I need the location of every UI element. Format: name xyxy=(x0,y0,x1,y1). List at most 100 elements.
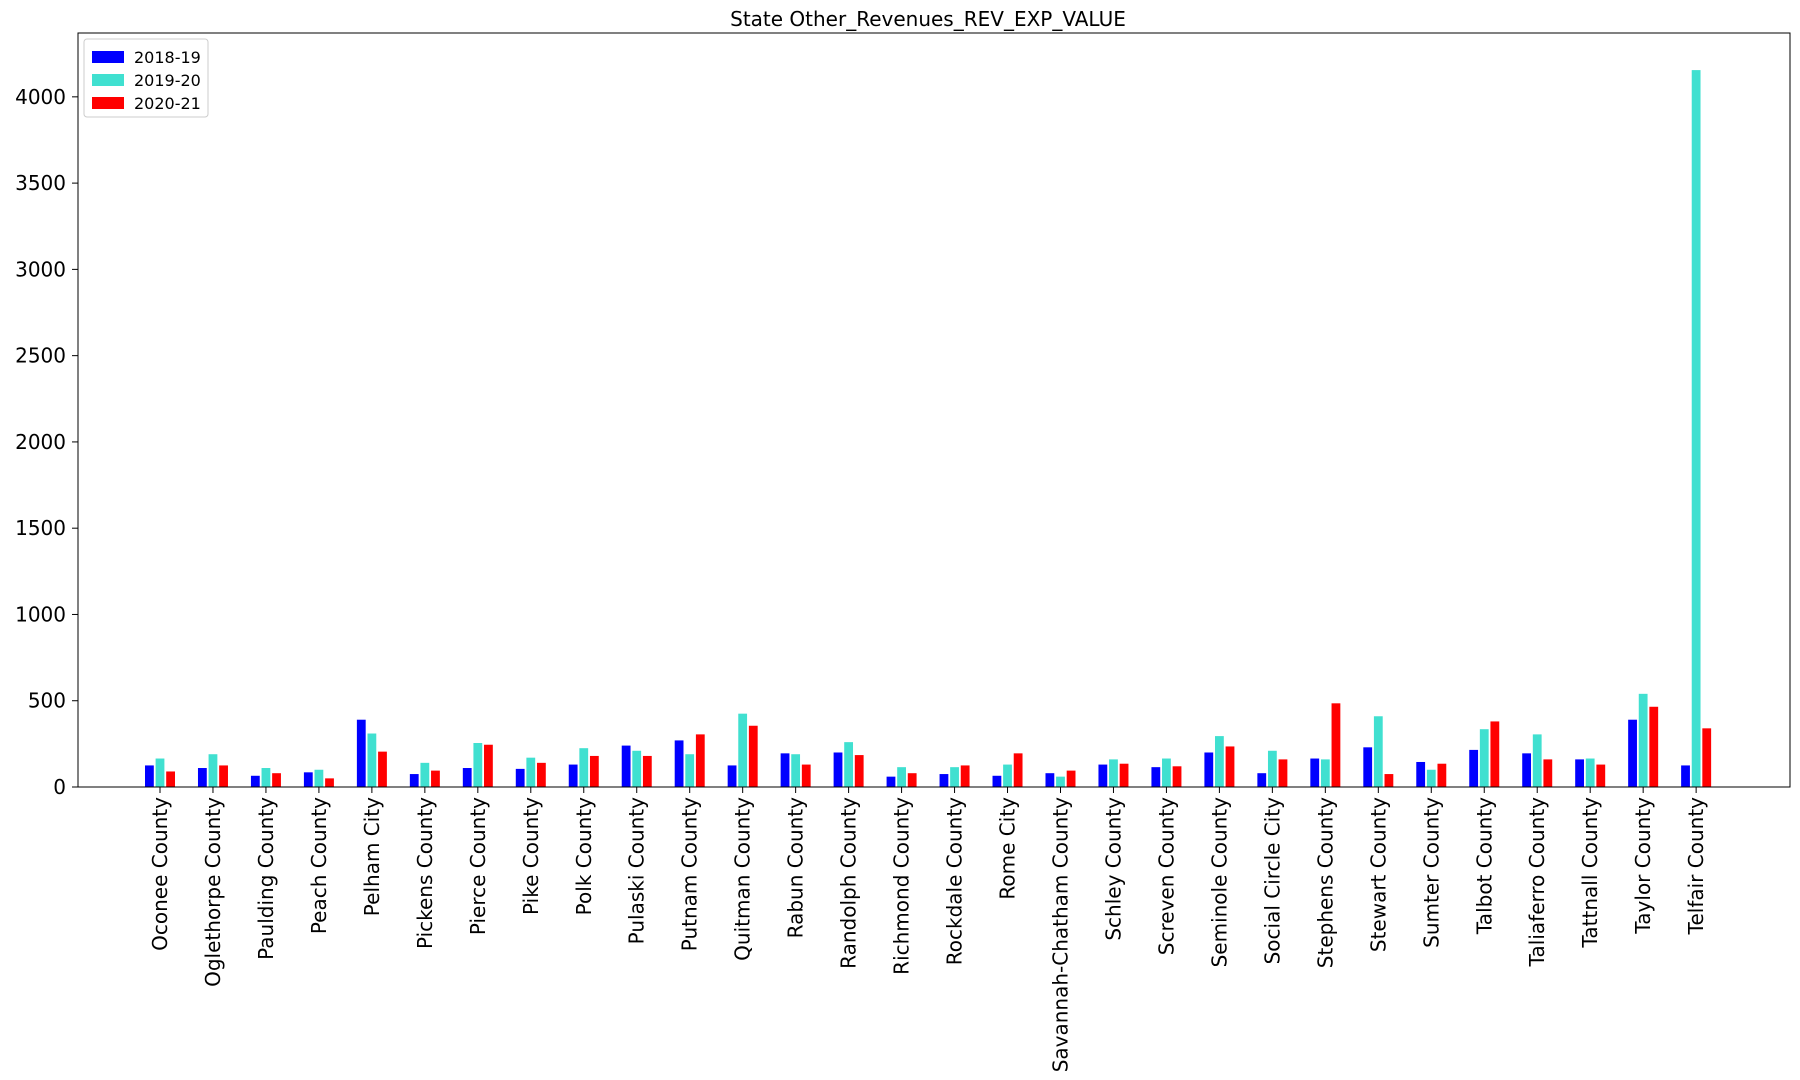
y-tick-label: 500 xyxy=(28,689,66,713)
bar-2020-21-stewart-county xyxy=(1384,774,1394,787)
bar-2020-21-putnam-county xyxy=(695,734,705,787)
bar-2018-19-sumter-county xyxy=(1416,761,1426,787)
bar-2019-20-sumter-county xyxy=(1426,769,1436,787)
x-tick-label: Rockdale County xyxy=(943,797,967,965)
bar-2019-20-pike-county xyxy=(526,757,536,787)
x-tick-label: Savannah-Chatham County xyxy=(1048,797,1072,1072)
x-tick-label: Randolph County xyxy=(837,797,861,969)
y-tick-label: 1500 xyxy=(15,516,66,540)
legend-swatch xyxy=(92,51,124,63)
bar-2018-19-pike-county xyxy=(515,768,525,787)
bar-2020-21-quitman-county xyxy=(748,725,758,787)
x-tick-label: Screven County xyxy=(1154,797,1178,955)
bar-2020-21-pierce-county xyxy=(484,744,493,787)
bar-2018-19-quitman-county xyxy=(727,765,737,787)
x-tick-label: Stewart County xyxy=(1366,797,1390,952)
bar-2020-21-polk-county xyxy=(589,755,599,787)
bar-2020-21-social-circle-city xyxy=(1278,759,1288,787)
y-tick-label: 0 xyxy=(53,775,66,799)
bar-2019-20-rockdale-county xyxy=(950,767,959,787)
bar-2020-21-peach-county xyxy=(325,778,334,787)
bar-2020-21-oconee-county xyxy=(166,771,175,787)
bar-2018-19-paulding-county xyxy=(250,775,260,787)
bar-2018-19-talbot-county xyxy=(1469,749,1479,787)
bar-2020-21-paulding-county xyxy=(272,773,281,787)
bar-2018-19-taliaferro-county xyxy=(1522,753,1532,787)
bar-2020-21-pulaski-county xyxy=(642,755,652,787)
bar-2018-19-oglethorpe-county xyxy=(197,768,207,787)
bar-2018-19-oconee-county xyxy=(145,765,154,787)
x-tick-label: Sumter County xyxy=(1419,797,1443,948)
bar-2020-21-richmond-county xyxy=(907,773,917,787)
x-tick-label: Tattnall County xyxy=(1578,797,1602,949)
bar-2018-19-tattnall-county xyxy=(1575,759,1584,787)
x-tick-label: Quitman County xyxy=(731,797,755,961)
bar-2018-19-screven-county xyxy=(1151,767,1161,787)
bar-2020-21-rabun-county xyxy=(801,764,811,787)
legend-label: 2020-21 xyxy=(134,94,201,113)
bar-2018-19-savannah-chatham-county xyxy=(1045,773,1055,787)
x-tick-label: Seminole County xyxy=(1207,797,1231,968)
bar-2020-21-seminole-county xyxy=(1225,746,1235,787)
bar-2018-19-pulaski-county xyxy=(621,745,631,787)
bar-2019-20-stephens-county xyxy=(1320,759,1330,787)
x-tick-label: Putnam County xyxy=(678,797,702,951)
bar-2019-20-social-circle-city xyxy=(1267,750,1277,787)
bar-2018-19-telfair-county xyxy=(1681,765,1690,787)
bar-2019-20-pulaski-county xyxy=(632,750,642,787)
x-axis: Oconee County Oglethorpe County Paulding C… xyxy=(148,787,1708,1072)
x-tick-label: Talbot County xyxy=(1472,797,1496,935)
x-tick-label: Rabun County xyxy=(784,797,808,939)
bar-2019-20-oglethorpe-county xyxy=(208,754,218,787)
bar-2020-21-savannah-chatham-county xyxy=(1066,770,1076,787)
bar-2018-19-pelham-city xyxy=(356,719,366,787)
bar-2019-20-taylor-county xyxy=(1638,693,1648,787)
x-tick-label: Richmond County xyxy=(890,797,914,975)
bar-2019-20-talbot-county xyxy=(1479,729,1489,787)
x-tick-label: Pierce County xyxy=(466,797,490,935)
x-tick-label: Paulding County xyxy=(254,797,278,960)
x-tick-label: Schley County xyxy=(1101,797,1125,941)
bar-2019-20-putnam-county xyxy=(685,754,695,787)
bar-2020-21-randolph-county xyxy=(854,755,864,787)
bar-2018-19-rome-city xyxy=(992,775,1002,787)
bar-2019-20-seminole-county xyxy=(1215,736,1224,787)
x-tick-label: Rome City xyxy=(996,797,1020,900)
y-tick-label: 2500 xyxy=(15,344,66,368)
x-tick-label: Pickens County xyxy=(413,797,437,949)
bar-2020-21-pickens-county xyxy=(431,770,440,787)
x-tick-label: Social Circle City xyxy=(1260,797,1284,965)
x-tick-label: Pelham City xyxy=(360,797,384,916)
x-tick-label: Oconee County xyxy=(148,797,172,951)
bar-2020-21-pelham-city xyxy=(378,751,387,787)
bar-2018-19-stephens-county xyxy=(1310,758,1320,787)
bar-2020-21-oglethorpe-county xyxy=(219,765,228,787)
x-tick-label: Pike County xyxy=(519,797,543,915)
legend: 2018-19 2019-20 2020-21 xyxy=(83,38,209,118)
bar-2019-20-richmond-county xyxy=(897,767,906,787)
bar-2020-21-rome-city xyxy=(1013,753,1023,787)
bar-2019-20-rabun-county xyxy=(791,754,801,787)
bar-2020-21-taylor-county xyxy=(1649,706,1659,787)
bar-2018-19-richmond-county xyxy=(886,776,896,787)
x-tick-label: Polk County xyxy=(572,797,596,915)
x-tick-label: Taylor County xyxy=(1631,797,1655,935)
x-tick-label: Stephens County xyxy=(1313,797,1337,968)
x-tick-label: Oglethorpe County xyxy=(201,797,225,987)
bar-2020-21-schley-county xyxy=(1119,763,1129,787)
bar-2020-21-rockdale-county xyxy=(960,765,970,787)
y-tick-label: 1000 xyxy=(15,602,66,626)
bar-2018-19-seminole-county xyxy=(1204,752,1214,787)
bar-2018-19-putnam-county xyxy=(674,740,684,787)
bar-2019-20-screven-county xyxy=(1162,758,1171,787)
bar-2019-20-quitman-county xyxy=(738,713,748,787)
bar-2019-20-randolph-county xyxy=(844,742,854,787)
bar-2020-21-stephens-county xyxy=(1331,703,1341,787)
bar-2019-20-peach-county xyxy=(314,769,324,787)
bar-2018-19-schley-county xyxy=(1098,764,1108,787)
bar-2020-21-sumter-county xyxy=(1437,763,1447,787)
bar-2020-21-taliaferro-county xyxy=(1543,759,1553,787)
bar-2018-19-pickens-county xyxy=(409,774,419,787)
